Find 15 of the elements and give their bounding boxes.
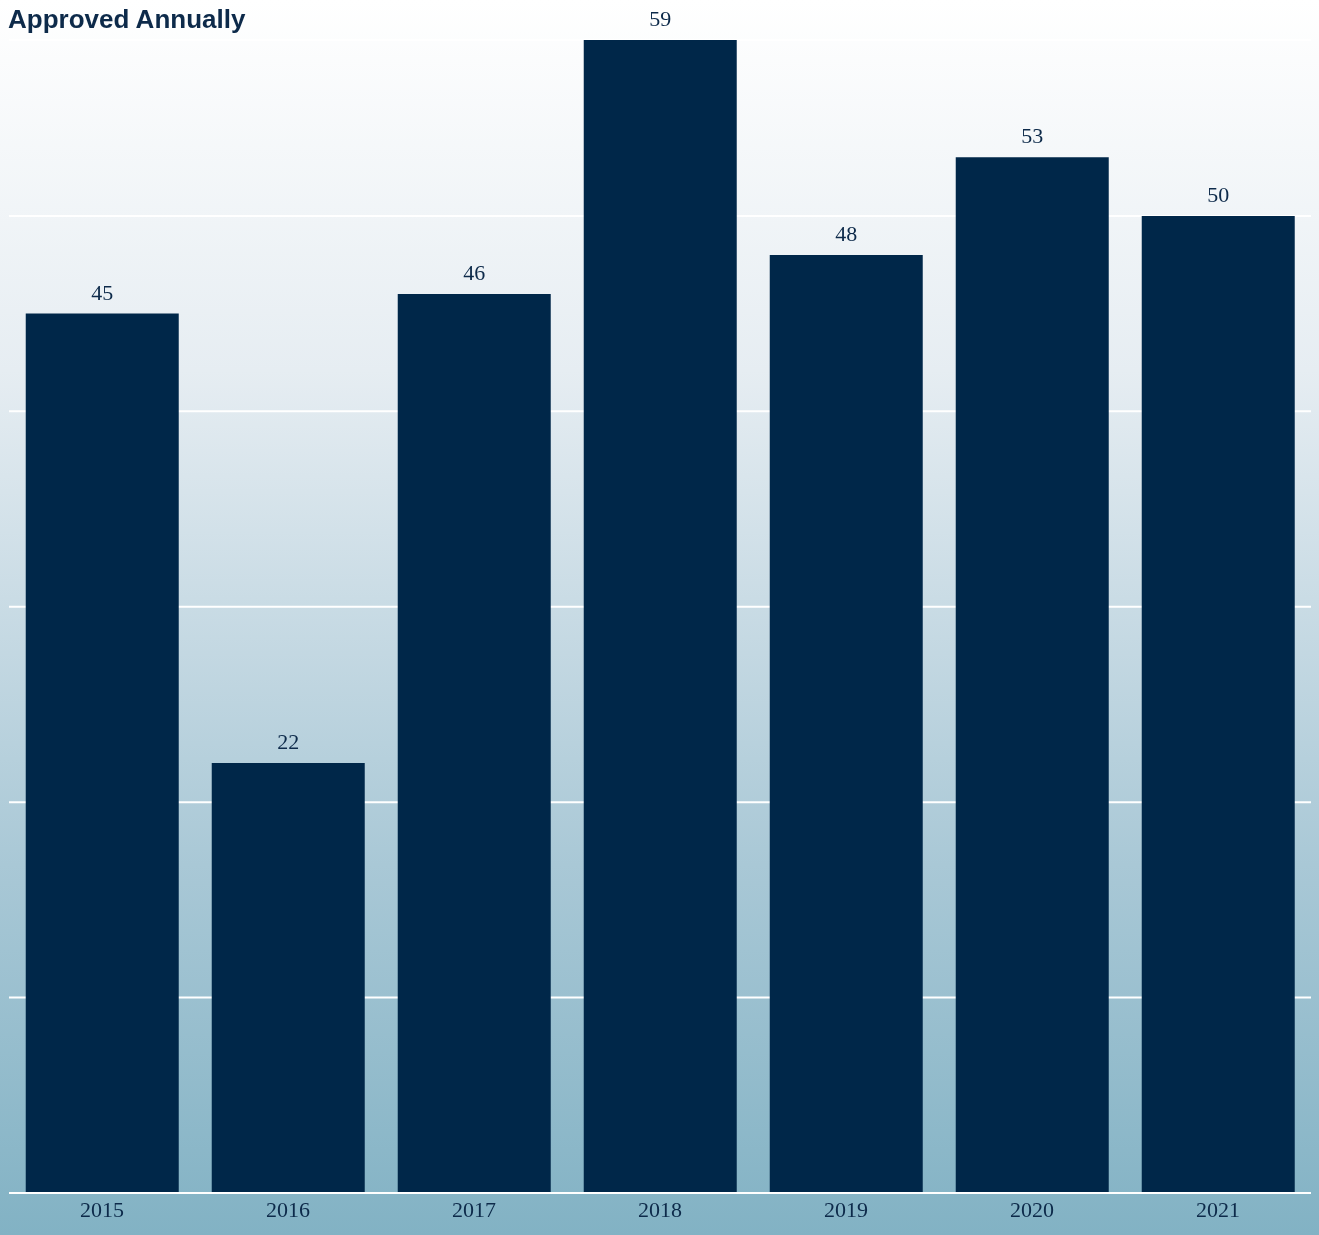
data-label: 22 bbox=[277, 729, 300, 755]
data-label: 45 bbox=[91, 279, 114, 305]
x-tick-label: 2016 bbox=[266, 1196, 310, 1222]
x-tick-label: 2018 bbox=[638, 1196, 682, 1222]
data-label: 48 bbox=[835, 220, 858, 246]
data-label: 46 bbox=[463, 260, 486, 286]
x-tick-label: 2020 bbox=[1010, 1196, 1054, 1222]
data-label: 53 bbox=[1021, 123, 1044, 149]
data-label: 50 bbox=[1207, 181, 1230, 207]
chart-title: Approved Annually bbox=[8, 4, 246, 35]
x-tick-label: 2019 bbox=[824, 1196, 868, 1222]
data-label: 59 bbox=[649, 6, 672, 31]
x-tick-label: 2017 bbox=[452, 1196, 496, 1222]
x-tick-label: 2021 bbox=[1196, 1196, 1240, 1222]
x-tick-label: 2015 bbox=[80, 1196, 124, 1222]
